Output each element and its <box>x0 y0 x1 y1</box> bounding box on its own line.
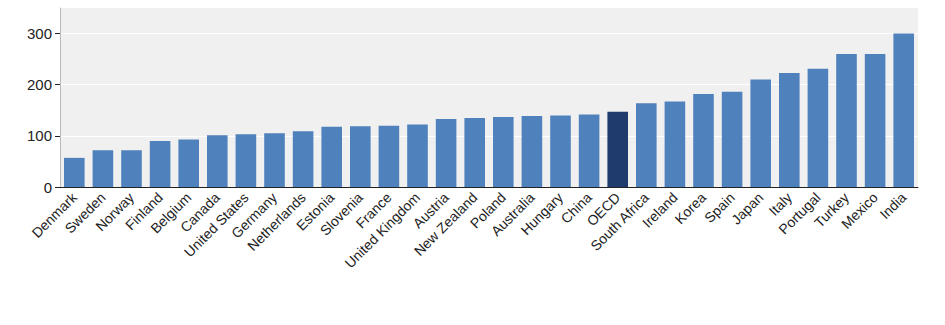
svg-text:Turkey: Turkey <box>811 189 853 231</box>
svg-text:100: 100 <box>27 127 52 144</box>
svg-text:OECD: OECD <box>583 189 624 230</box>
svg-text:New Zealand: New Zealand <box>410 189 481 259</box>
svg-text:Slovenia: Slovenia <box>316 189 366 239</box>
svg-text:Sweden: Sweden <box>61 189 109 237</box>
svg-text:Korea: Korea <box>671 189 709 227</box>
svg-text:United States: United States <box>180 189 252 260</box>
svg-text:Mexico: Mexico <box>838 189 881 232</box>
svg-text:300: 300 <box>27 25 52 42</box>
svg-text:India: India <box>877 189 910 222</box>
svg-text:0: 0 <box>44 179 52 196</box>
svg-text:Italy: Italy <box>765 189 795 219</box>
svg-text:Denmark: Denmark <box>28 189 80 241</box>
svg-text:Spain: Spain <box>701 189 738 226</box>
svg-text:Norway: Norway <box>92 189 138 235</box>
svg-text:Ireland: Ireland <box>639 189 681 231</box>
svg-text:Japan: Japan <box>728 189 766 227</box>
svg-text:Germany: Germany <box>228 189 281 242</box>
svg-text:South Africa: South Africa <box>587 189 652 254</box>
svg-text:Australia: Australia <box>487 189 538 240</box>
svg-text:Belgium: Belgium <box>147 189 195 237</box>
svg-text:Netherlands: Netherlands <box>244 189 309 254</box>
svg-text:Austria: Austria <box>409 189 452 232</box>
svg-text:200: 200 <box>27 76 52 93</box>
svg-text:Poland: Poland <box>466 189 509 232</box>
svg-text:Canada: Canada <box>177 189 223 236</box>
svg-text:China: China <box>557 189 595 227</box>
svg-text:Finland: Finland <box>122 189 166 234</box>
svg-text:Portugal: Portugal <box>775 189 824 238</box>
svg-text:United Kingdom: United Kingdom <box>341 189 423 271</box>
svg-text:France: France <box>352 189 395 232</box>
svg-text:Hungary: Hungary <box>517 189 567 238</box>
svg-text:Estonia: Estonia <box>293 189 338 234</box>
